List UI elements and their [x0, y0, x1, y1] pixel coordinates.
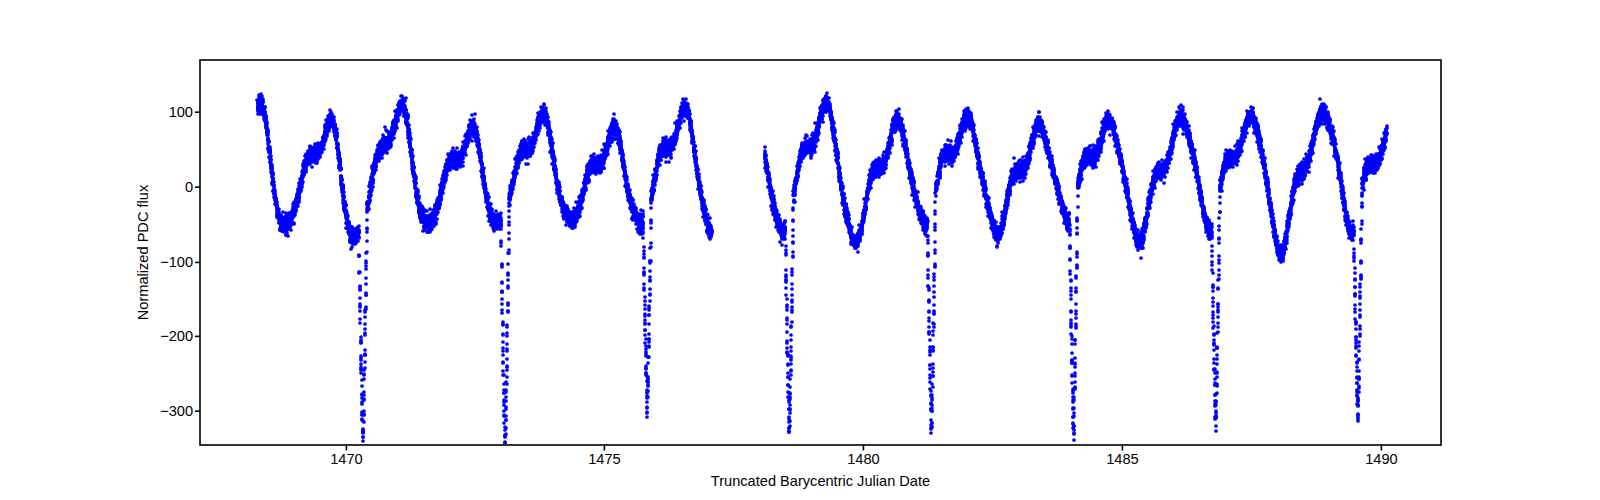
svg-text:Truncated Barycentric Julian D: Truncated Barycentric Julian Date	[711, 473, 930, 489]
svg-text:−200: −200	[160, 328, 193, 344]
svg-text:−300: −300	[160, 403, 193, 419]
svg-text:1485: 1485	[1106, 451, 1138, 467]
svg-text:1480: 1480	[847, 451, 879, 467]
svg-text:−100: −100	[160, 254, 193, 270]
svg-text:100: 100	[169, 104, 193, 120]
svg-text:0: 0	[185, 179, 193, 195]
svg-text:1475: 1475	[588, 451, 620, 467]
svg-text:1490: 1490	[1365, 451, 1397, 467]
svg-text:1470: 1470	[330, 451, 362, 467]
svg-text:Normalized PDC flux: Normalized PDC flux	[135, 184, 151, 320]
